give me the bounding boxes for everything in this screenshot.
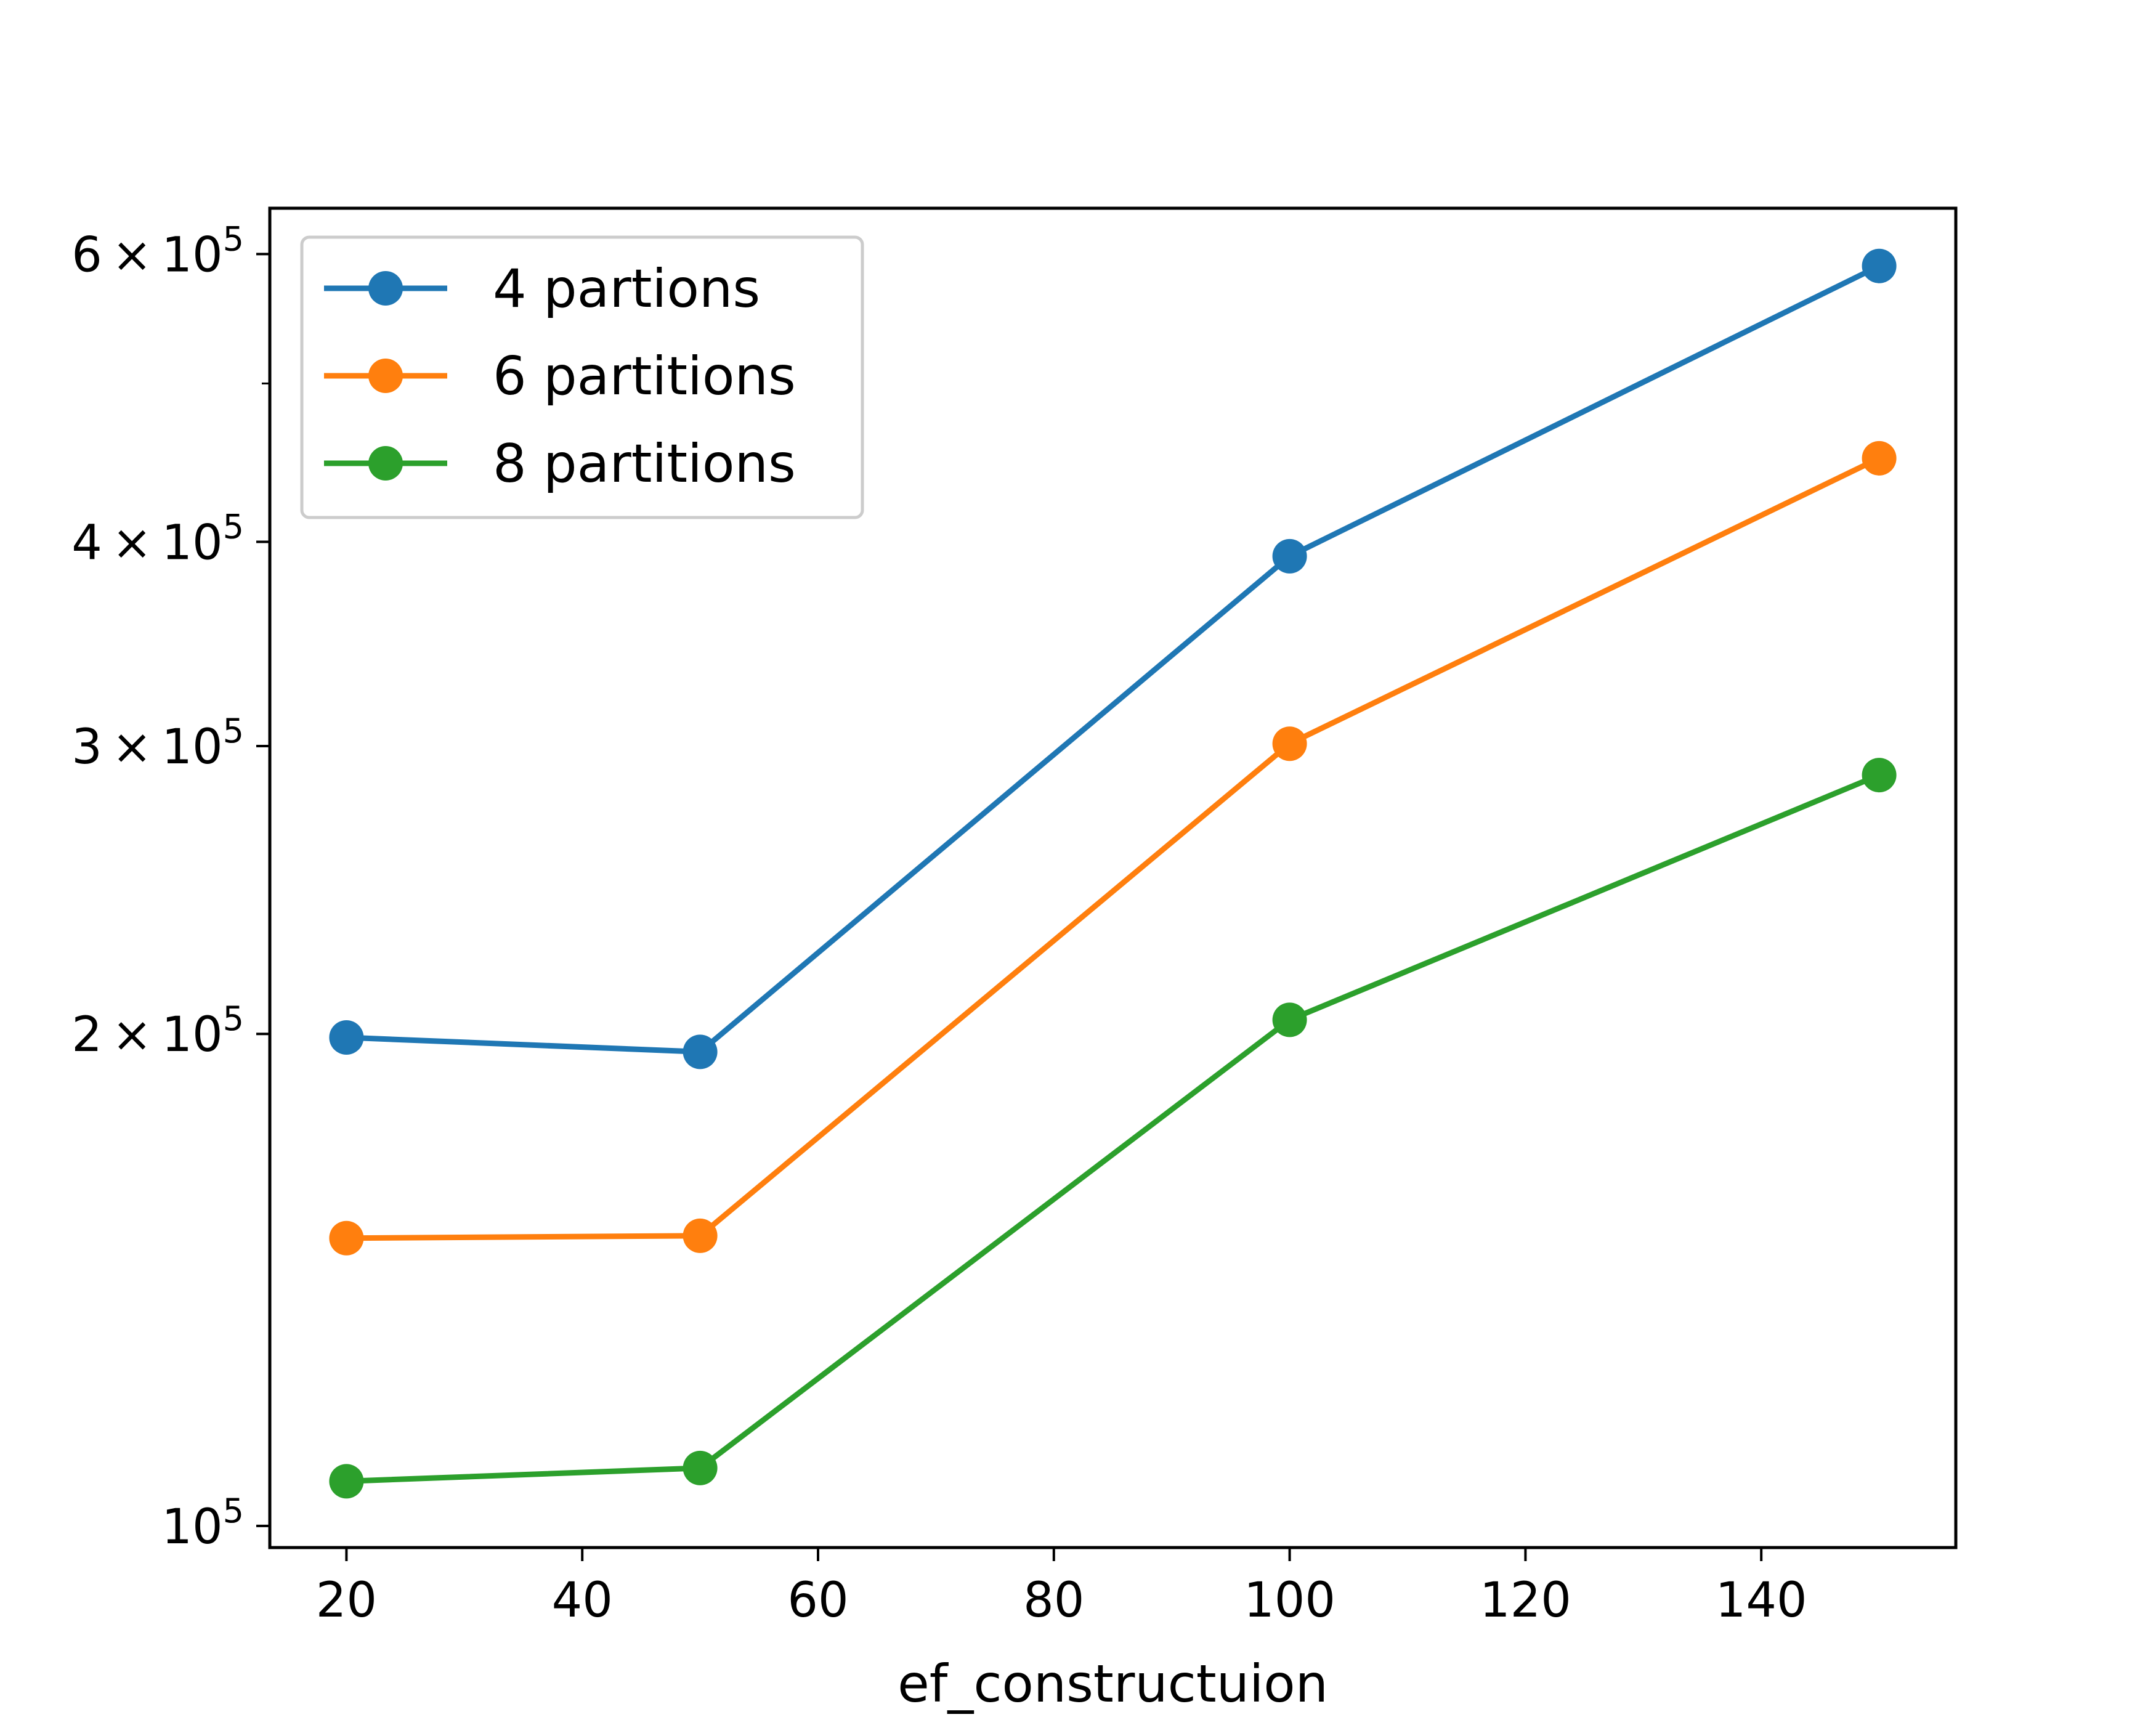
data-point [1862, 248, 1897, 283]
x-tick-label: 120 [1480, 1573, 1571, 1628]
data-point [1272, 1002, 1307, 1037]
data-point [329, 1020, 364, 1055]
legend-item: 6 partitions [324, 346, 796, 407]
x-tick-label: 140 [1716, 1573, 1807, 1628]
data-point [683, 1450, 718, 1485]
data-point [1862, 440, 1897, 476]
x-tick-label: 40 [552, 1573, 613, 1628]
x-axis-ticks: 20 40 60 80 100 120 140 [316, 1548, 1807, 1628]
x-axis-title: ef_constructuion [898, 1654, 1328, 1714]
y-tick-label: 2 × 105 [71, 999, 244, 1063]
x-tick-label: 60 [787, 1573, 848, 1628]
data-point [683, 1218, 718, 1253]
x-tick-label: 80 [1023, 1573, 1084, 1628]
legend-label: 4 partions [493, 258, 760, 320]
y-tick-label: 3 × 105 [71, 712, 244, 775]
legend: 4 partions 6 partitions 8 partitions [300, 235, 864, 519]
legend-marker [368, 359, 403, 393]
data-point [1862, 758, 1897, 793]
data-point [1272, 726, 1307, 761]
axes-frame [268, 206, 1958, 1549]
legend-box [300, 235, 864, 519]
data-point [683, 1034, 718, 1070]
data-point [1272, 538, 1307, 574]
legend-item: 8 partitions [324, 433, 796, 495]
y-tick-label: 6 × 105 [71, 219, 244, 283]
plot-layer [329, 248, 1897, 1499]
legend-marker [368, 271, 403, 306]
legend-marker [368, 446, 403, 481]
x-tick-label: 20 [316, 1573, 377, 1628]
series-line [346, 772, 1881, 1484]
series-2 [329, 440, 1897, 1256]
legend-item: 4 partions [324, 258, 760, 320]
legend-label: 6 partitions [493, 346, 796, 407]
series-3 [329, 758, 1897, 1499]
series-line [346, 455, 1881, 1241]
legend-label: 8 partitions [493, 433, 796, 495]
y-tick-label: 4 × 105 [71, 508, 244, 571]
data-point [329, 1220, 364, 1256]
x-tick-label: 100 [1244, 1573, 1335, 1628]
series-line [346, 263, 1881, 1055]
data-point [329, 1464, 364, 1499]
series-1 [329, 248, 1897, 1070]
